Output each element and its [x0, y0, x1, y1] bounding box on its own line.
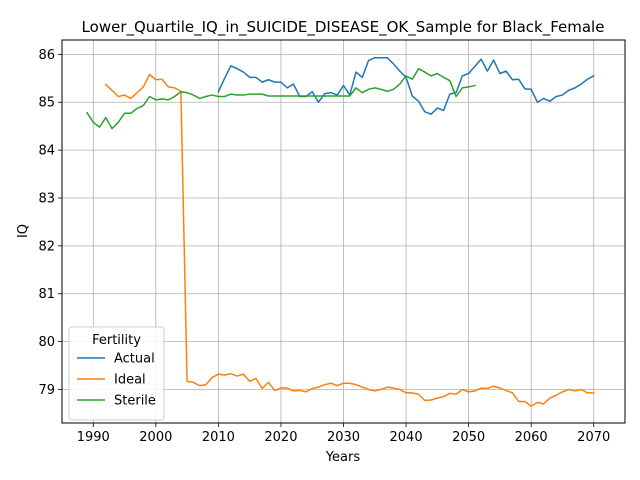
y-tick-label: 83: [38, 191, 55, 206]
x-axis: 1990 2000 2010 2020 2030 2040 2050 2060 2070: [77, 423, 610, 445]
legend-box: [68, 326, 165, 421]
y-axis-label: IQ: [16, 224, 31, 238]
series-line-ideal: [104, 73, 595, 407]
chart-title: Lower_Quartile_IQ_in_SUICIDE_DISEASE_OK_…: [82, 18, 605, 37]
legend-label-sterile: Sterile: [114, 394, 156, 409]
x-tick-label: 2070: [577, 430, 610, 445]
y-tick-label: 86: [38, 48, 55, 63]
legend: Fertility Actual Ideal Sterile: [68, 326, 165, 421]
legend-label-ideal: Ideal: [114, 373, 146, 388]
y-axis: 79 80 81 82 83 84 85 86: [38, 48, 62, 398]
legend-title: Fertility: [92, 333, 141, 348]
series-line-sterile: [85, 67, 476, 130]
x-tick-label: 2030: [327, 430, 360, 445]
y-tick-label: 85: [38, 96, 55, 111]
x-tick-label: 2050: [452, 430, 485, 445]
x-axis-label: Years: [325, 450, 361, 465]
legend-label-actual: Actual: [114, 352, 155, 367]
y-tick-label: 84: [38, 144, 55, 159]
x-tick-label: 1990: [77, 430, 110, 445]
y-tick-label: 80: [38, 335, 55, 350]
x-tick-label: 2010: [202, 430, 235, 445]
grid: [62, 40, 625, 423]
series-line-actual: [217, 56, 595, 115]
x-tick-label: 2020: [264, 430, 297, 445]
y-tick-label: 82: [38, 239, 55, 254]
x-tick-label: 2000: [139, 430, 172, 445]
legend-entries: Actual Ideal Sterile: [77, 352, 156, 409]
series-lines: [85, 56, 595, 407]
x-tick-label: 2040: [390, 430, 423, 445]
x-tick-label: 2060: [515, 430, 548, 445]
y-tick-label: 81: [38, 287, 55, 302]
y-tick-label: 79: [38, 383, 55, 398]
